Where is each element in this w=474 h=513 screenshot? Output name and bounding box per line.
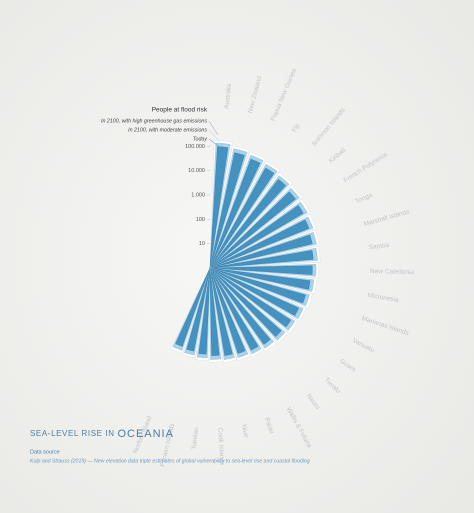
bar-today [209, 250, 314, 269]
bar-today [209, 205, 304, 269]
source-title: Data source [30, 449, 60, 455]
category-label: Samoa [368, 242, 390, 252]
bar-today [209, 158, 261, 269]
legend-leader [208, 120, 219, 136]
bar-today [209, 191, 296, 269]
bar-moderate [209, 247, 318, 269]
category-label: Niue [240, 424, 250, 439]
bar-high [209, 245, 321, 269]
bar-today [209, 167, 275, 269]
legend-label: In 2100, with moderate emissions [128, 127, 207, 133]
bar-today [209, 267, 311, 290]
bar-today [209, 267, 246, 354]
source-text: Kulp and Strauss (2019) — New elevation … [30, 458, 310, 464]
bar-today [209, 267, 259, 351]
bar-today [209, 267, 271, 345]
bar-moderate [209, 142, 231, 269]
legend-label: Today [193, 136, 208, 142]
bar-today [209, 178, 287, 269]
r-tick-label: 10.000 [188, 168, 205, 174]
legend-title: People at flood risk [152, 107, 208, 114]
bar-today [209, 267, 306, 304]
bar-high [209, 267, 318, 294]
r-tick-label: 100.000 [185, 144, 205, 150]
title-emphasis: OCEANIA [117, 428, 174, 440]
bar-today [209, 219, 310, 269]
bar-today [209, 267, 220, 356]
r-tick-label: 10 [199, 241, 205, 247]
bar-moderate [209, 267, 315, 292]
category-label: Fiji [291, 123, 301, 134]
bar-today [209, 267, 282, 337]
chart-title: SEA-LEVEL RISE IN OCEANIA [30, 428, 174, 440]
category-label: Cook Islands [216, 427, 225, 466]
bar-today [198, 267, 211, 355]
category-label: New Caledonia [370, 268, 415, 276]
bars [170, 139, 321, 363]
bar-today [209, 152, 245, 269]
title-prefix: SEA-LEVEL RISE IN [30, 429, 115, 438]
bar-today [209, 146, 229, 269]
category-label: Tokelau [191, 427, 200, 450]
bar-today [209, 267, 233, 356]
legend-label: In 2100, with high greenhouse gas emissi… [101, 118, 207, 124]
category-label: Australia [223, 83, 233, 109]
bar-today [209, 267, 299, 316]
bar-today [175, 267, 211, 347]
legend-leader [208, 129, 221, 143]
legend-leader [208, 138, 223, 150]
bar-today [209, 265, 313, 275]
bar-today [209, 267, 292, 328]
r-tick-label: 1.000 [191, 192, 205, 198]
bar-today [209, 234, 313, 269]
r-tick-label: 100 [196, 217, 205, 223]
bar-today [186, 267, 211, 352]
